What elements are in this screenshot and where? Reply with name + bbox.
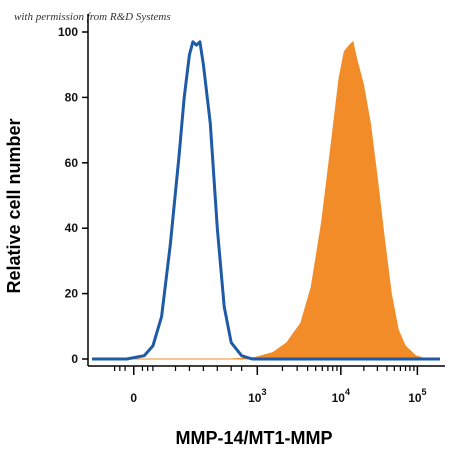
x-tick-label: 103 xyxy=(248,387,266,405)
y-tick-label: 60 xyxy=(65,156,79,170)
x-tick-label: 0 xyxy=(130,391,137,405)
y-tick-label: 80 xyxy=(65,90,79,104)
watermark: with permission from R&D Systems xyxy=(14,11,171,23)
series-stained-area xyxy=(92,40,440,360)
x-tick-exponent: 4 xyxy=(345,387,350,397)
y-axis-title: Relative cell number xyxy=(4,118,24,293)
x-tick-exponent: 3 xyxy=(261,387,266,397)
y-tick-label: 100 xyxy=(58,25,78,39)
y-tick-label: 20 xyxy=(65,287,79,301)
series-control-line xyxy=(92,40,440,361)
x-tick-label: 105 xyxy=(408,387,426,405)
y-ticks: 0 20 40 60 80 100 xyxy=(58,25,88,366)
x-ticks: 0 103 104 105 xyxy=(114,366,427,405)
x-tick-exponent: 5 xyxy=(422,387,427,397)
x-tick-label: 104 xyxy=(332,387,350,405)
y-tick-label: 0 xyxy=(71,352,78,366)
x-axis-title: MMP-14/MT1-MMP xyxy=(176,428,333,448)
y-tick-label: 40 xyxy=(65,221,79,235)
series-layer xyxy=(92,40,440,361)
